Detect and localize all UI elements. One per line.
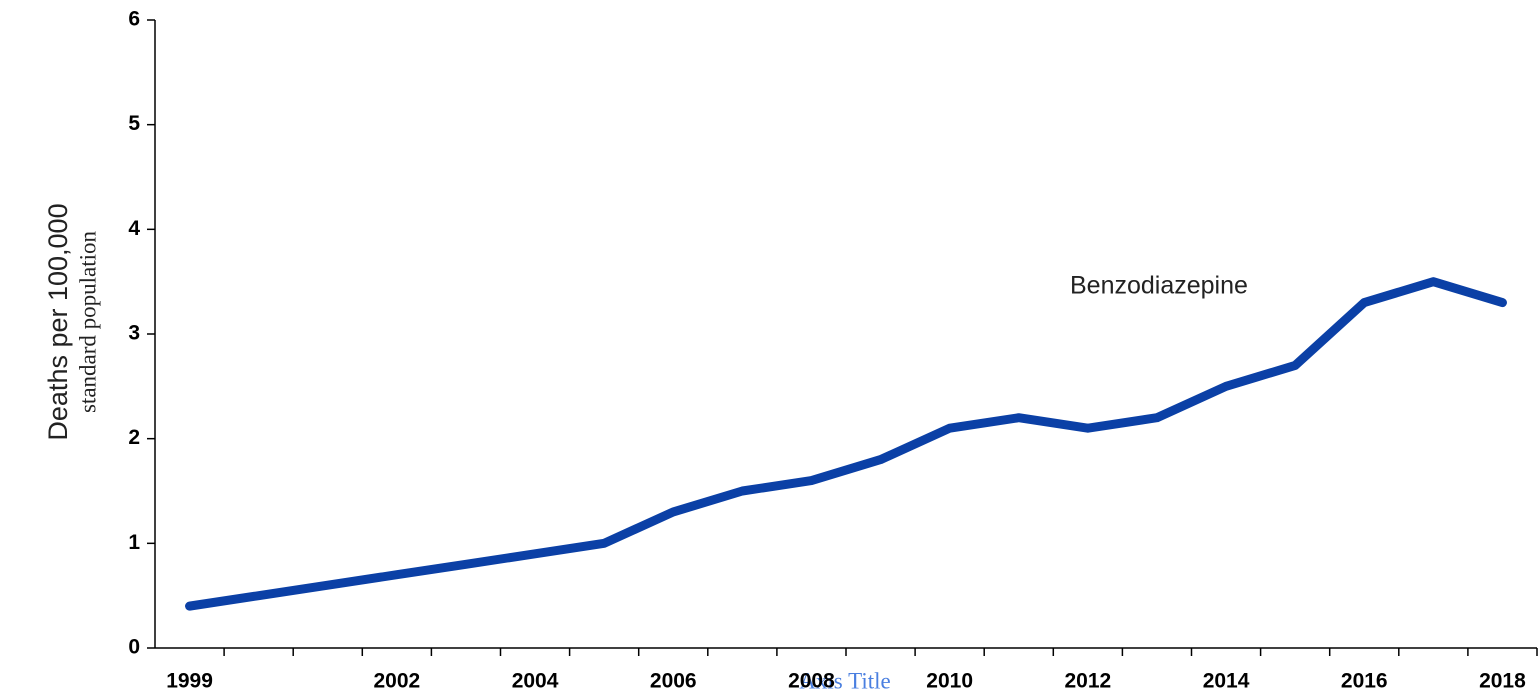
data-line <box>185 277 1507 611</box>
y-axis-label: Deaths per 100,000 <box>43 203 73 440</box>
x-tick-label: 2006 <box>650 670 697 693</box>
x-tick-label: 2004 <box>512 670 559 693</box>
annotation: Benzodiazepine <box>1070 272 1248 300</box>
y-tick-label: 4 <box>128 217 140 240</box>
x-tick-label: 2018 <box>1479 670 1526 693</box>
x-tick-label: 2002 <box>373 670 420 693</box>
x-tick-label: 2010 <box>926 670 973 693</box>
x-tick-label: 2008 <box>788 670 835 693</box>
y-tick-label: 3 <box>128 322 140 345</box>
x-tick-label: 2012 <box>1064 670 1111 693</box>
y-tick-label: 1 <box>128 531 140 554</box>
x-axis-label: Axis Title <box>799 668 890 693</box>
x-tick-label: 1999 <box>166 670 213 693</box>
y-axis-label: standard population <box>75 230 100 413</box>
y-tick-label: 2 <box>128 426 140 449</box>
y-tick-label: 5 <box>128 112 140 135</box>
x-tick-label: 2014 <box>1203 670 1250 693</box>
y-tick-label: 0 <box>128 636 140 659</box>
y-tick-label: 6 <box>128 8 140 31</box>
x-tick-label: 2016 <box>1341 670 1388 693</box>
